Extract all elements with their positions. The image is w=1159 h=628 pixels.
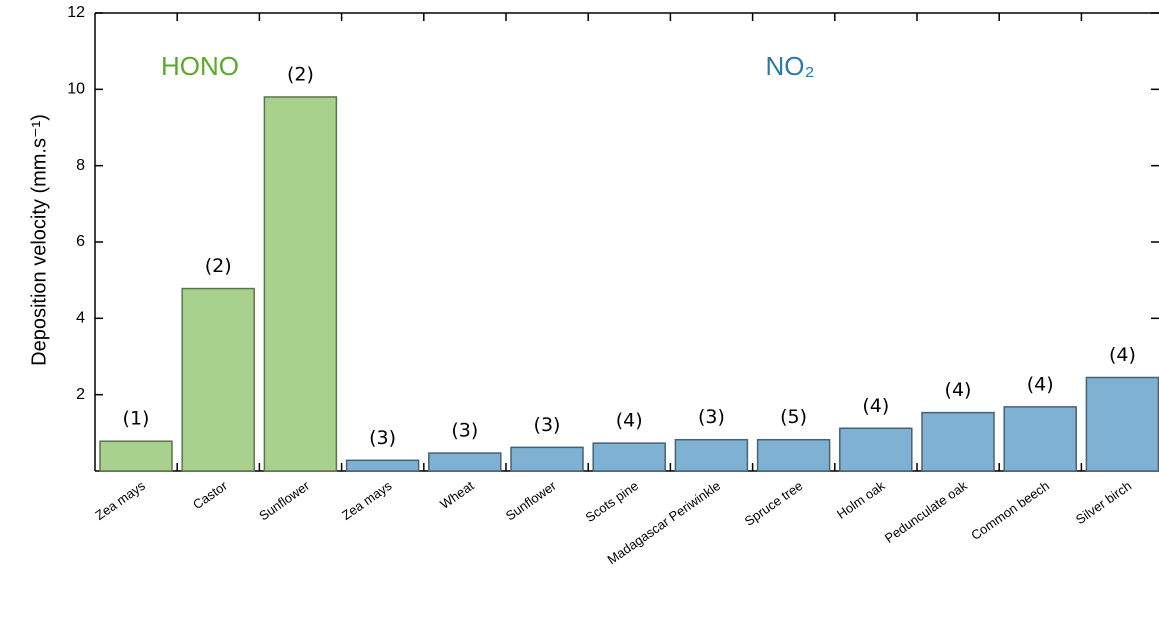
- bar: [1003, 406, 1077, 472]
- y-tick-label: 6: [76, 233, 85, 250]
- bar-note: (3): [369, 427, 396, 449]
- x-tick-label: Pedunculate oak: [882, 478, 970, 546]
- x-tick-label: Silver birch: [1073, 478, 1134, 527]
- y-tick-label: 10: [67, 81, 85, 98]
- x-tick-label: Common beech: [968, 478, 1052, 543]
- bar-note: (3): [534, 414, 561, 436]
- y-tick-label: 4: [76, 310, 85, 327]
- bar: [510, 446, 584, 472]
- bar: [839, 427, 913, 472]
- bar: [428, 452, 502, 472]
- x-tick-label: Sunflower: [503, 478, 560, 524]
- y-axis-title: Deposition velocity (mm.s⁻¹): [28, 114, 50, 366]
- bar-note: (4): [1027, 373, 1054, 395]
- y-tick-label: 8: [76, 157, 85, 174]
- bar: [1085, 376, 1159, 472]
- bar-note: (4): [616, 410, 643, 432]
- x-tick-label: Zea mays: [339, 478, 395, 523]
- bar-note: (4): [945, 379, 972, 401]
- x-tick-label: Zea mays: [92, 478, 148, 523]
- bar: [921, 411, 995, 472]
- bar: [263, 96, 338, 472]
- series-label: HONO: [161, 51, 239, 81]
- x-tick-label: Castor: [190, 478, 231, 513]
- bar-note: (2): [205, 255, 232, 277]
- bar: [674, 438, 749, 472]
- bar-note: (3): [698, 406, 725, 428]
- bar-note: (1): [123, 408, 150, 430]
- series-label: NO₂: [765, 51, 814, 81]
- bar-note: (4): [1109, 344, 1136, 366]
- x-tick-label: Sunflower: [256, 478, 313, 524]
- x-tick-label: Wheat: [437, 478, 477, 512]
- bar-note: (2): [287, 63, 314, 85]
- y-tick-label: 12: [67, 4, 85, 21]
- x-tick-label: Holm oak: [834, 478, 888, 522]
- bar-note: (5): [780, 406, 807, 428]
- bar: [345, 459, 420, 472]
- x-tick-label: Scots pine: [583, 478, 641, 525]
- bar-note: (4): [862, 395, 889, 417]
- bar: [756, 438, 831, 472]
- bar: [99, 440, 173, 472]
- bar: [181, 287, 255, 472]
- bar-note: (3): [451, 420, 478, 442]
- x-tick-label: Spruce tree: [742, 478, 806, 529]
- y-tick-label: 2: [76, 386, 85, 403]
- bar: [592, 442, 666, 472]
